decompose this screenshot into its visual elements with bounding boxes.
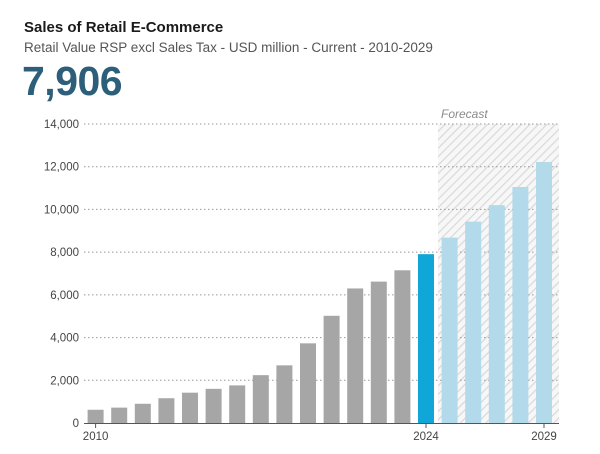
bar-2019: [300, 343, 316, 423]
y-tick-label: 6,000: [50, 290, 79, 302]
y-tick-label: 2,000: [50, 375, 79, 387]
chart-subtitle: Retail Value RSP excl Sales Tax - USD mi…: [24, 40, 433, 55]
bar-2026: [465, 221, 482, 423]
y-tick-label: 4,000: [50, 333, 79, 345]
x-tick-label: 2029: [531, 431, 557, 443]
bar-2016: [229, 385, 246, 423]
bar-2014: [182, 392, 198, 423]
bar-2024: [418, 254, 434, 423]
bar-2022: [370, 281, 387, 423]
y-tick-label: 8,000: [50, 247, 79, 259]
bar-2029: [536, 162, 552, 423]
bar-2017: [252, 375, 269, 423]
headline-value: 7,906: [22, 58, 123, 104]
bar-2012: [134, 403, 151, 423]
x-tick-label: 2010: [83, 431, 109, 443]
bar-2028: [512, 187, 529, 423]
bar-2010: [87, 409, 104, 423]
y-tick-label: 0: [73, 418, 79, 430]
chart-title: Sales of Retail E-Commerce: [24, 19, 224, 36]
bar-2023: [394, 270, 411, 423]
bar-2025: [441, 237, 458, 423]
bar-2027: [488, 205, 505, 423]
y-tick-label: 10,000: [44, 204, 79, 216]
bar-2020: [323, 315, 340, 423]
bar-2015: [205, 388, 222, 423]
y-tick-label: 12,000: [44, 162, 79, 174]
bar-2011: [111, 407, 128, 423]
y-tick-label: 14,000: [44, 119, 79, 131]
bar-2013: [158, 398, 175, 423]
bar-2021: [347, 288, 364, 423]
x-tick-label: 2024: [413, 431, 439, 443]
forecast-label: Forecast: [441, 107, 488, 121]
bar-2018: [276, 365, 293, 423]
